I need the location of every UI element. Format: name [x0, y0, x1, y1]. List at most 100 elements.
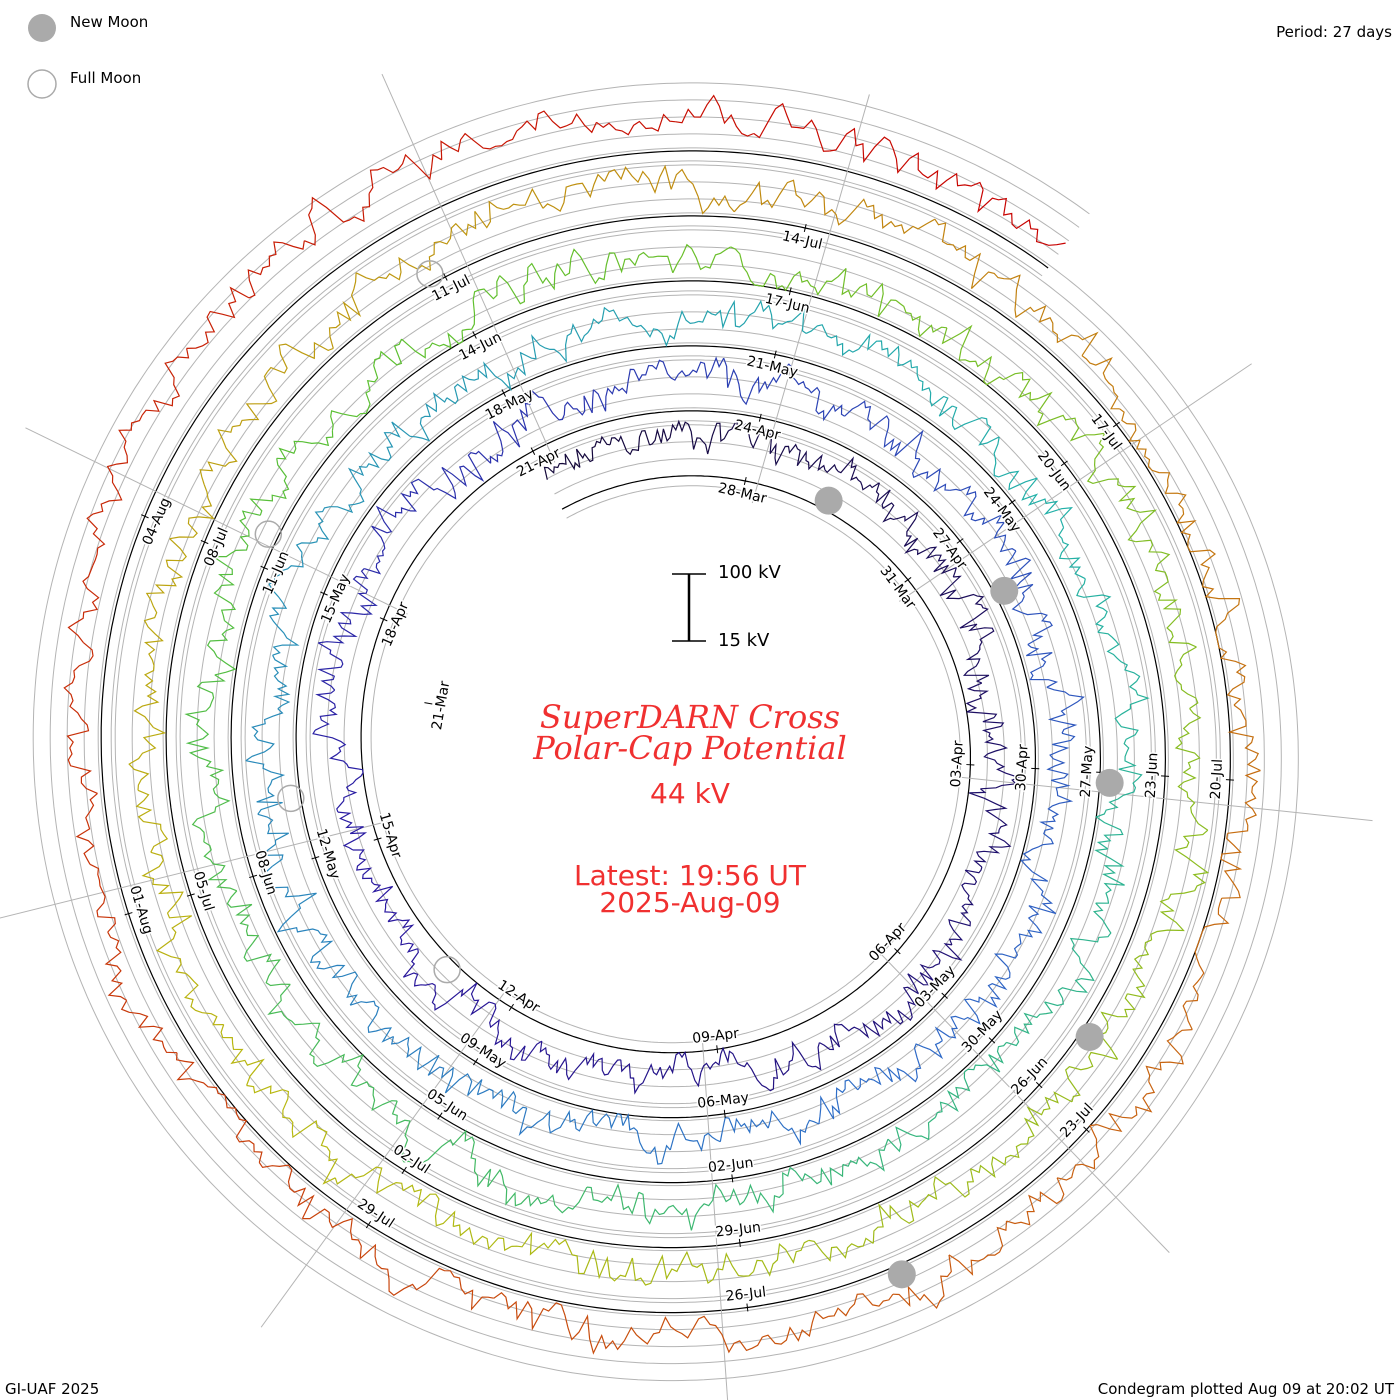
data-trace-segment [934, 998, 981, 1041]
data-trace-segment [499, 262, 558, 305]
date-label: 31-Mar [876, 563, 918, 612]
data-trace-segment [295, 506, 331, 553]
data-trace-segment [63, 641, 94, 720]
data-trace-segment [691, 1252, 754, 1284]
data-trace-segment [249, 458, 290, 516]
data-trace-segment [743, 1167, 791, 1214]
full-moon-marker [416, 260, 444, 288]
date-tick [508, 1003, 514, 1012]
date-tick [501, 389, 506, 397]
data-trace-segment [741, 1058, 787, 1092]
full-moon-icon [27, 69, 57, 99]
data-trace-segment [1174, 708, 1202, 768]
data-trace-segment [858, 333, 913, 368]
date-label: 06-May [697, 1090, 750, 1112]
data-trace-segment [213, 510, 261, 558]
data-trace-segment [934, 218, 982, 289]
data-trace-segment [572, 1249, 633, 1282]
date-label: 06-Apr [866, 920, 910, 965]
date-label: 18-May [483, 386, 536, 424]
data-trace-segment [511, 1231, 573, 1256]
data-trace-segment [596, 113, 676, 136]
data-trace-segment [355, 256, 431, 281]
date-tick [437, 1112, 443, 1120]
data-trace-segment [728, 418, 770, 450]
data-trace-segment [203, 841, 238, 892]
data-trace-segment [866, 204, 936, 235]
data-trace-segment [350, 1000, 394, 1043]
new-moon-marker [814, 486, 843, 515]
data-trace-segment [586, 1183, 640, 1215]
data-trace-segment [672, 243, 732, 274]
date-label: 23-Jul [1057, 1100, 1096, 1140]
data-trace-segment [977, 189, 1043, 244]
date-tick [758, 413, 762, 422]
data-trace-segment [818, 1079, 859, 1125]
data-trace-segment [700, 1046, 742, 1073]
data-trace-segment [1202, 580, 1241, 643]
data-trace-segment [156, 912, 193, 974]
data-trace-segment [969, 966, 1011, 1008]
new-moon-marker [887, 1260, 916, 1289]
data-trace-segment [368, 153, 442, 194]
data-trace-segment [574, 1051, 621, 1076]
grid-spiral [83, 133, 1248, 1331]
data-trace-segment [246, 1084, 294, 1131]
data-trace-segment [66, 718, 98, 794]
data-trace-segment [276, 430, 334, 460]
data-trace-segment [247, 240, 305, 299]
data-trace-segment [336, 769, 364, 813]
date-tick [1060, 460, 1068, 467]
data-trace-segment [352, 568, 378, 615]
data-trace-segment [145, 538, 187, 601]
data-trace-segment [875, 482, 906, 523]
data-trace-segment [425, 1267, 494, 1311]
data-trace-segment [1182, 958, 1205, 1030]
radial-gridline [260, 983, 512, 1328]
date-tick [941, 992, 948, 999]
data-trace-segment [808, 386, 845, 422]
data-trace-segment [631, 1250, 693, 1286]
data-trace-segment [330, 390, 371, 431]
date-tick [124, 912, 133, 916]
data-trace-segment [911, 458, 950, 492]
date-tick [803, 223, 807, 233]
data-trace-segment [371, 883, 398, 923]
date-label: 21-May [745, 353, 799, 380]
data-trace-segment [427, 1066, 483, 1096]
data-trace-segment [690, 1183, 745, 1231]
data-trace-segment [604, 164, 672, 194]
date-label: 30-Apr [1013, 744, 1032, 792]
plotted-label: Condegram plotted Aug 09 at 20:02 UT [1097, 1380, 1394, 1398]
data-trace-segment [980, 753, 1021, 790]
data-trace-segment [692, 1315, 763, 1354]
data-trace-segment [206, 620, 237, 676]
data-trace-segment [141, 851, 184, 914]
data-trace-segment [675, 94, 755, 137]
data-trace-segment [789, 1164, 844, 1186]
data-trace-segment [753, 299, 807, 334]
data-trace-segment [941, 324, 993, 368]
radial-gridline [701, 1031, 729, 1400]
date-tick [200, 540, 209, 545]
data-trace-segment [402, 1184, 456, 1227]
data-trace-segment [143, 599, 164, 666]
data-trace-segment [964, 1042, 1007, 1073]
data-trace-segment [1127, 939, 1152, 999]
data-trace-segment [199, 426, 238, 485]
grid-spiral [66, 116, 1265, 1348]
data-trace-segment [543, 453, 581, 480]
grid-lines [0, 73, 1373, 1400]
data-trace-segment [669, 1121, 721, 1153]
data-trace-segment [213, 556, 237, 621]
date-label: 09-Apr [692, 1026, 741, 1047]
date-label: 29-Jun [715, 1219, 762, 1240]
radial-gridline [0, 819, 393, 919]
data-trace-segment [622, 1113, 671, 1165]
data-trace-segment [1011, 596, 1053, 646]
data-trace-segment [644, 309, 699, 348]
data-trace-segment [401, 330, 464, 359]
data-trace-segment [1097, 631, 1141, 682]
data-trace-segment [1094, 848, 1125, 904]
data-trace-segment [419, 1129, 478, 1177]
